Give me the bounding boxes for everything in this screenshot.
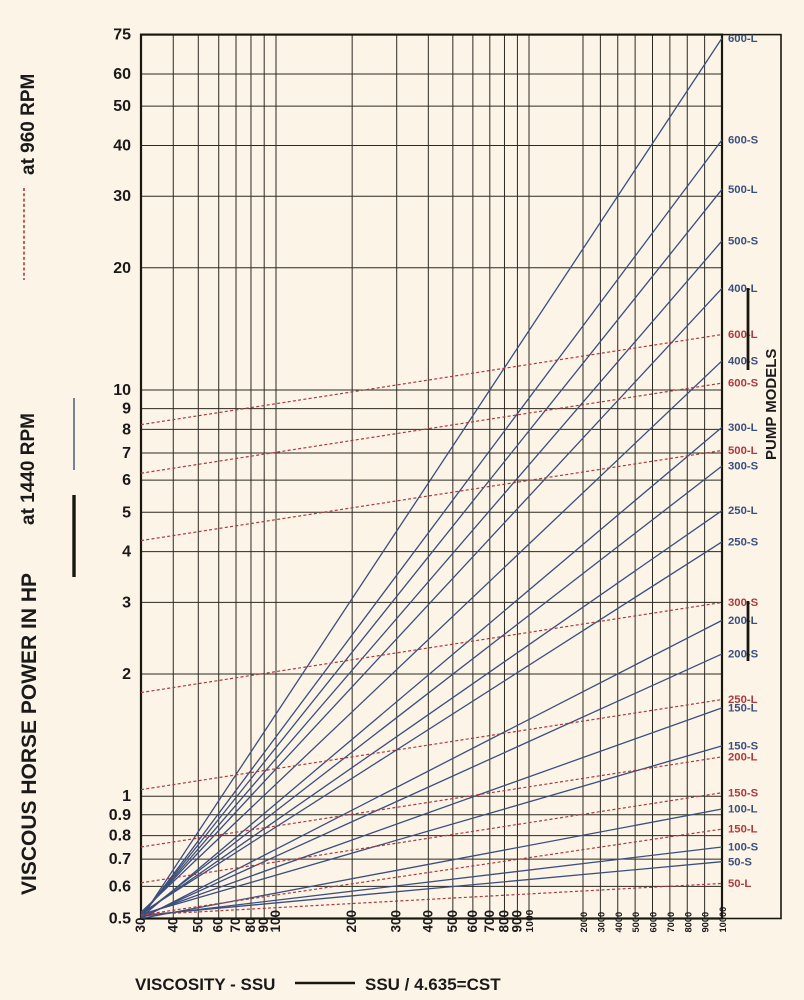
- svg-text:70: 70: [228, 917, 243, 932]
- svg-text:0.5: 0.5: [109, 911, 131, 928]
- svg-text:500-L: 500-L: [728, 184, 758, 196]
- svg-text:600-L: 600-L: [728, 33, 758, 45]
- svg-text:300: 300: [389, 910, 404, 933]
- svg-text:2: 2: [122, 666, 131, 683]
- svg-text:150-S: 150-S: [728, 787, 759, 799]
- svg-text:50-S: 50-S: [728, 856, 752, 868]
- svg-text:5: 5: [122, 504, 131, 521]
- svg-text:6000: 6000: [649, 912, 659, 933]
- svg-text:700: 700: [482, 910, 497, 933]
- svg-text:9: 9: [122, 401, 131, 418]
- svg-text:8: 8: [122, 421, 131, 438]
- svg-text:5000: 5000: [631, 912, 641, 933]
- svg-text:75: 75: [113, 27, 131, 44]
- svg-text:30: 30: [113, 188, 131, 205]
- svg-text:200: 200: [344, 910, 359, 933]
- svg-text:2000: 2000: [579, 912, 589, 933]
- svg-text:300-L: 300-L: [728, 422, 758, 434]
- svg-text:30: 30: [133, 917, 148, 932]
- svg-text:4: 4: [122, 544, 131, 561]
- svg-text:0.7: 0.7: [109, 851, 131, 868]
- svg-text:8000: 8000: [683, 912, 693, 933]
- svg-text:400: 400: [420, 910, 435, 933]
- svg-text:9000: 9000: [701, 912, 711, 933]
- svg-text:10000: 10000: [718, 907, 728, 933]
- svg-text:60: 60: [211, 917, 226, 932]
- svg-text:40: 40: [165, 917, 180, 932]
- svg-text:0.8: 0.8: [109, 828, 131, 845]
- svg-text:0.6: 0.6: [109, 878, 131, 895]
- svg-text:500: 500: [445, 910, 460, 933]
- svg-text:500-L: 500-L: [728, 445, 758, 457]
- svg-text:50: 50: [190, 917, 205, 932]
- svg-text:6: 6: [122, 472, 131, 489]
- svg-text:150-L: 150-L: [728, 824, 758, 836]
- svg-text:200-L: 200-L: [728, 751, 758, 763]
- svg-text:150-L: 150-L: [728, 702, 758, 714]
- svg-text:0.9: 0.9: [109, 807, 131, 824]
- svg-text:100-S: 100-S: [728, 842, 759, 854]
- svg-text:50-L: 50-L: [728, 878, 751, 890]
- svg-text:1000: 1000: [525, 909, 536, 932]
- svg-text:250-L: 250-L: [728, 505, 758, 517]
- svg-text:50: 50: [113, 98, 131, 115]
- svg-text:40: 40: [113, 137, 131, 154]
- svg-text:7000: 7000: [666, 912, 676, 933]
- svg-text:250-S: 250-S: [728, 536, 759, 548]
- svg-text:1: 1: [122, 788, 131, 805]
- svg-text:900: 900: [509, 910, 524, 933]
- svg-text:10: 10: [113, 382, 131, 399]
- svg-text:600-S: 600-S: [728, 378, 759, 390]
- svg-text:3: 3: [122, 594, 131, 611]
- svg-text:600-S: 600-S: [728, 134, 759, 146]
- svg-text:500-S: 500-S: [728, 235, 759, 247]
- svg-text:600: 600: [465, 910, 480, 933]
- svg-text:20: 20: [113, 260, 131, 277]
- svg-text:300-S: 300-S: [728, 461, 759, 473]
- svg-text:4000: 4000: [614, 912, 624, 933]
- svg-text:100: 100: [268, 910, 283, 933]
- svg-text:60: 60: [113, 66, 131, 83]
- svg-text:100-L: 100-L: [728, 804, 758, 816]
- svg-text:7: 7: [122, 445, 131, 462]
- svg-text:3000: 3000: [596, 912, 606, 933]
